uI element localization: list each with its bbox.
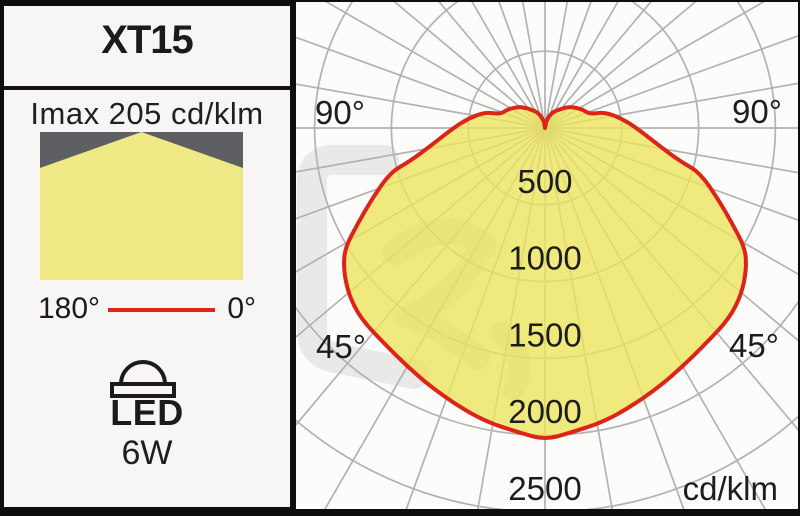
beam-shape — [40, 132, 243, 280]
beam-axis-row: 180° 0° — [38, 292, 256, 326]
angle-label-45-left: 45° — [316, 328, 366, 365]
ring-label: 500 — [517, 163, 572, 200]
unit-label: cd/klm — [683, 470, 778, 507]
ring-label: 1500 — [508, 316, 581, 353]
ring-label: 2500 — [508, 470, 581, 507]
ring-label: 2000 — [508, 393, 581, 430]
panel-divider — [4, 86, 290, 90]
led-icon — [110, 360, 176, 398]
beam-axis-line — [108, 308, 216, 312]
angle-0-label: 0° — [227, 292, 256, 325]
ring-label: 1000 — [508, 240, 581, 277]
intensity-distribution-curve — [342, 105, 748, 440]
angle-label-90-right: 90° — [732, 93, 782, 130]
imax-value: Imax 205 cd/klm — [30, 96, 264, 131]
led-base-shape — [110, 382, 176, 398]
angle-label-45-right: 45° — [729, 327, 779, 364]
model-name: XT15 — [101, 18, 194, 62]
product-info-panel: XT15 Imax 205 cd/klm 180° 0° LED 6W — [4, 6, 290, 507]
source-type-label: LED — [110, 392, 184, 433]
wattage-label: 6W — [121, 434, 173, 472]
angle-180-label: 180° — [38, 292, 101, 325]
ring-value-labels: 500 1000 1500 2000 2500 — [508, 163, 581, 507]
beam-emission-icon — [40, 132, 243, 280]
led-dome-shape — [119, 360, 167, 385]
angle-label-90-left: 90° — [315, 94, 365, 131]
